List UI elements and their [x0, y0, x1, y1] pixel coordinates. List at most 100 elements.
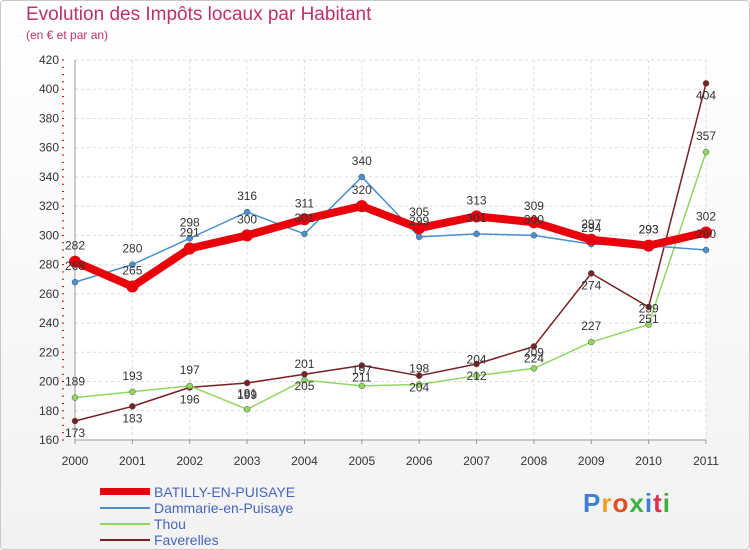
data-label: 316: [237, 189, 257, 203]
y-tick-label: 180: [39, 404, 59, 418]
data-label: 193: [122, 369, 142, 383]
x-tick-label: 2011: [693, 454, 719, 468]
x-tick-label: 2007: [463, 454, 490, 468]
data-point: [355, 200, 368, 213]
data-label: 204: [467, 353, 487, 367]
data-point: [645, 321, 652, 328]
data-point: [243, 208, 251, 216]
data-point: [645, 303, 652, 311]
data-point: [71, 417, 79, 425]
data-label: 197: [180, 363, 200, 377]
legend-item-dammarie: Dammarie-en-Puisaye: [100, 500, 360, 516]
legend-item-batilly: BATILLY-EN-PUISAYE: [100, 484, 360, 500]
data-label: 196: [180, 392, 200, 406]
data-point: [129, 388, 136, 396]
legend-label: Thou: [154, 516, 186, 532]
data-point: [415, 233, 423, 241]
data-label: 209: [524, 345, 544, 359]
data-label: 294: [581, 221, 601, 235]
series-line: [74, 151, 707, 411]
legend-item-thou: Thou: [100, 516, 360, 532]
data-label: 320: [352, 183, 372, 197]
legend-label: BATILLY-EN-PUISAYE: [154, 484, 296, 500]
x-tick-label: 2004: [291, 454, 318, 468]
legend-swatch: [100, 488, 150, 495]
x-tick-label: 2005: [348, 454, 375, 468]
data-label: 282: [65, 239, 85, 253]
data-label: 309: [524, 199, 544, 213]
data-point: [358, 362, 366, 369]
data-point: [358, 173, 366, 181]
data-point: [588, 338, 595, 346]
data-label: 280: [122, 242, 142, 256]
plot-area: [75, 60, 706, 440]
x-tick-label: 2003: [234, 454, 261, 468]
y-tick-label: 200: [39, 375, 59, 389]
data-point: [69, 255, 81, 268]
data-label: 204: [409, 381, 429, 395]
data-point: [71, 278, 79, 286]
data-point: [585, 233, 598, 246]
legend-swatch: [100, 507, 150, 509]
data-point: [530, 365, 538, 372]
legend-label: Dammarie-en-Puisaye: [154, 500, 294, 516]
data-point: [588, 270, 595, 277]
legend-item-faverelles: Faverelles: [100, 532, 360, 548]
data-point: [129, 403, 136, 410]
data-point: [473, 360, 480, 368]
x-tick-label: 2009: [578, 454, 605, 468]
data-label: 311: [295, 196, 314, 210]
x-tick-label: 2008: [521, 454, 548, 468]
data-point: [358, 382, 366, 390]
data-label: 268: [65, 259, 85, 273]
data-point: [527, 216, 540, 229]
data-point: [243, 379, 251, 387]
data-label: 251: [639, 312, 659, 326]
data-label: 181: [237, 386, 257, 400]
data-label: 239: [639, 302, 659, 316]
y-tick-label: 300: [39, 228, 59, 242]
data-label: 300: [524, 212, 544, 226]
data-point: [702, 148, 710, 156]
data-label: 298: [180, 215, 200, 229]
legend-swatch: [100, 523, 150, 525]
y-tick-label: 160: [39, 433, 59, 447]
data-point: [415, 372, 423, 379]
y-tick-label: 280: [39, 258, 59, 272]
chart-subtitle: (en € et par an): [26, 28, 109, 42]
data-label: 199: [237, 388, 257, 402]
data-label: 173: [65, 426, 85, 440]
x-tick-label: 2001: [119, 454, 146, 468]
data-label: 274: [581, 278, 601, 292]
data-point: [470, 210, 483, 223]
y-tick-label: 220: [39, 345, 59, 359]
data-point: [183, 242, 196, 255]
y-tick-label: 240: [39, 316, 59, 330]
data-label: 357: [696, 129, 716, 143]
data-point: [702, 80, 710, 87]
data-label: 224: [524, 351, 544, 365]
x-tick-label: 2010: [635, 454, 662, 468]
y-tick-label: 260: [39, 287, 59, 301]
data-label: 212: [467, 369, 487, 383]
data-point: [473, 372, 480, 379]
data-point: [71, 394, 79, 401]
data-label: 340: [352, 154, 372, 168]
data-label: 313: [467, 193, 487, 207]
data-point: [530, 343, 538, 350]
data-point: [700, 226, 712, 239]
y-tick-label: 400: [39, 82, 59, 96]
x-tick-label: 2002: [176, 454, 203, 468]
data-label: 183: [122, 411, 142, 425]
data-point: [415, 381, 423, 388]
data-label: 205: [294, 379, 314, 393]
x-tick-label: 2006: [406, 454, 433, 468]
chart-title: Evolution des Impôts locaux par Habitant: [26, 4, 372, 25]
y-tick-label: 360: [39, 141, 59, 155]
data-label: 198: [409, 361, 429, 375]
data-label: 290: [696, 227, 716, 241]
data-label: 227: [581, 319, 601, 333]
data-point: [301, 376, 308, 384]
legend-swatch: [100, 539, 150, 541]
